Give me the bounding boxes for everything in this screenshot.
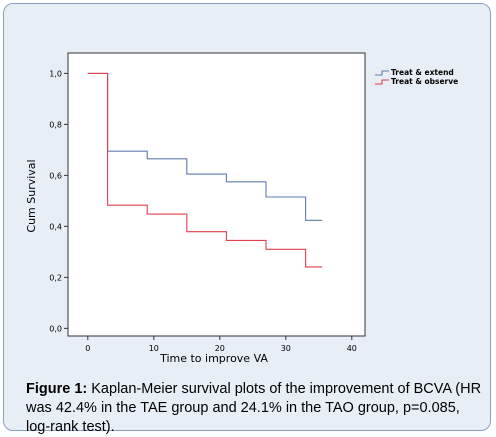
series-layer xyxy=(87,72,323,268)
x-axis-label: Time to improve VA xyxy=(159,352,268,365)
figure-panel: 0 10 20 30 40 0,0 0,2 0,4 0,6 0,8 1,0 Treat & exte… xyxy=(3,3,491,435)
y-tick-label: 1,0 xyxy=(49,69,62,78)
x-tick-label: 10 xyxy=(149,344,159,353)
legend-swatch-treat-extend xyxy=(375,70,389,76)
x-tick-label: 40 xyxy=(347,344,357,353)
y-tick-label: 0,2 xyxy=(49,273,62,282)
legend-swatch-treat-observe xyxy=(375,79,389,85)
series-line-treat-extend xyxy=(87,72,323,221)
y-tick-label: 0,4 xyxy=(49,222,62,231)
plot-area xyxy=(67,52,366,337)
series-line-treat-observe xyxy=(87,72,323,268)
kaplan-meier-chart: 0 10 20 30 40 0,0 0,2 0,4 0,6 0,8 1,0 Treat & exte… xyxy=(25,52,458,365)
y-tick-label: 0,6 xyxy=(49,171,62,180)
legend-label-treat-observe: Treat & observe xyxy=(391,77,458,86)
y-tick-label: 0,8 xyxy=(49,120,62,129)
x-tick-label: 20 xyxy=(215,344,225,353)
x-tick-label: 30 xyxy=(281,344,291,353)
caption-label: Figure 1: xyxy=(26,381,88,397)
x-tick-label: 0 xyxy=(85,344,90,353)
axis-ticks: 0 10 20 30 40 0,0 0,2 0,4 0,6 0,8 1,0 xyxy=(49,69,357,353)
y-axis-label: Cum Survival xyxy=(25,159,38,232)
y-tick-label: 0,0 xyxy=(49,324,62,333)
caption-text: Kaplan-Meier survival plots of the impro… xyxy=(26,381,482,435)
legend-label-treat-extend: Treat & extend xyxy=(391,68,454,77)
figure-caption: Figure 1: Kaplan-Meier survival plots of… xyxy=(26,380,486,437)
